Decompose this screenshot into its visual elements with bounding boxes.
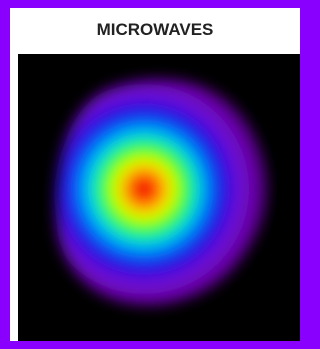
page: {"header": {"title": "MICROWAVES"}} MICR… — [0, 0, 302, 349]
panel: MICROWAVES — [10, 8, 300, 341]
heatmap-image — [18, 54, 300, 341]
panel-title: MICROWAVES — [10, 8, 300, 52]
